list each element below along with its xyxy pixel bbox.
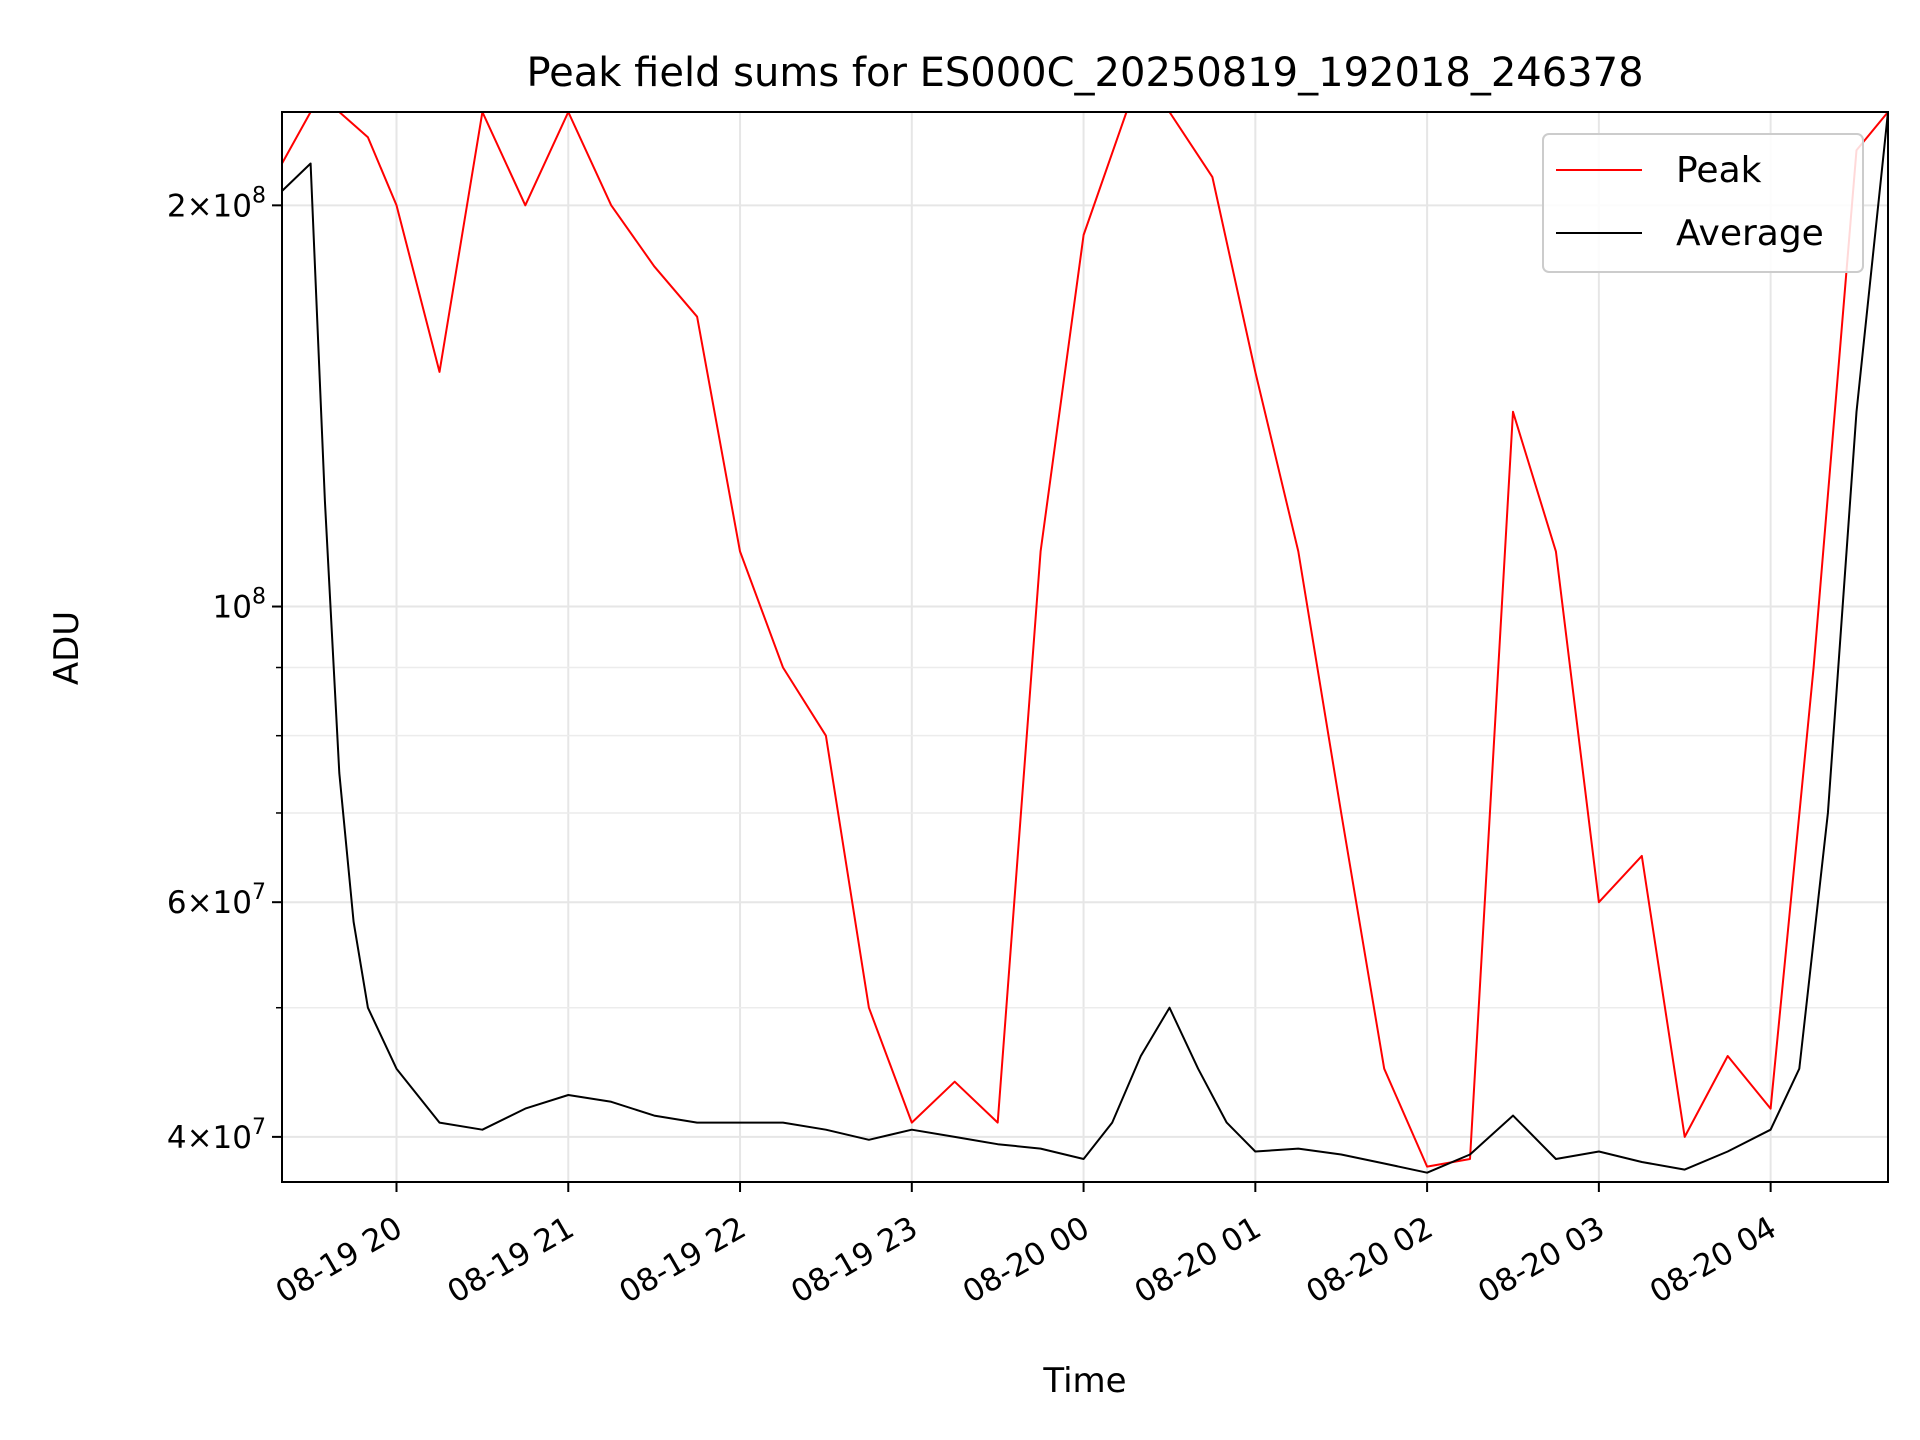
- y-tick-label: 6×107: [167, 880, 266, 921]
- chart-title: Peak field sums for ES000C_20250819_1920…: [526, 50, 1643, 96]
- series-line-peak: [281, 111, 1889, 1168]
- legend-label-peak: Peak: [1676, 150, 1762, 191]
- x-tick-label: 08-20 01: [1129, 1210, 1268, 1311]
- series-line-average: [281, 111, 1889, 1174]
- y-axis: 4×107 6×107 108 2×108: [167, 183, 282, 1156]
- legend-box: [1542, 133, 1864, 273]
- x-tick-label: 08-20 02: [1300, 1210, 1439, 1311]
- y-axis-label: ADU: [47, 611, 87, 685]
- x-tick-label: 08-19 21: [442, 1210, 581, 1311]
- x-axis: 08-19 20 08-19 21 08-19 22 08-19 23 08-20 00…: [270, 1182, 1783, 1311]
- y-tick-label: 4×107: [167, 1115, 266, 1156]
- x-tick-label: 08-20 00: [957, 1210, 1096, 1311]
- plot-area: [281, 111, 1889, 1174]
- grid: [282, 112, 1888, 1182]
- x-tick-label: 08-19 20: [270, 1210, 409, 1311]
- x-tick-label: 08-19 23: [785, 1210, 924, 1311]
- x-tick-label: 08-19 22: [613, 1210, 752, 1311]
- x-tick-label: 08-20 04: [1644, 1210, 1783, 1311]
- x-axis-label: Time: [1042, 1361, 1126, 1401]
- x-tick-label: 08-20 03: [1472, 1210, 1611, 1311]
- legend: Peak Average: [1542, 133, 1864, 273]
- legend-label-average: Average: [1676, 213, 1824, 254]
- y-tick-label: 2×108: [167, 183, 266, 224]
- y-tick-label: 108: [213, 585, 266, 626]
- plot-frame: [281, 111, 1889, 1183]
